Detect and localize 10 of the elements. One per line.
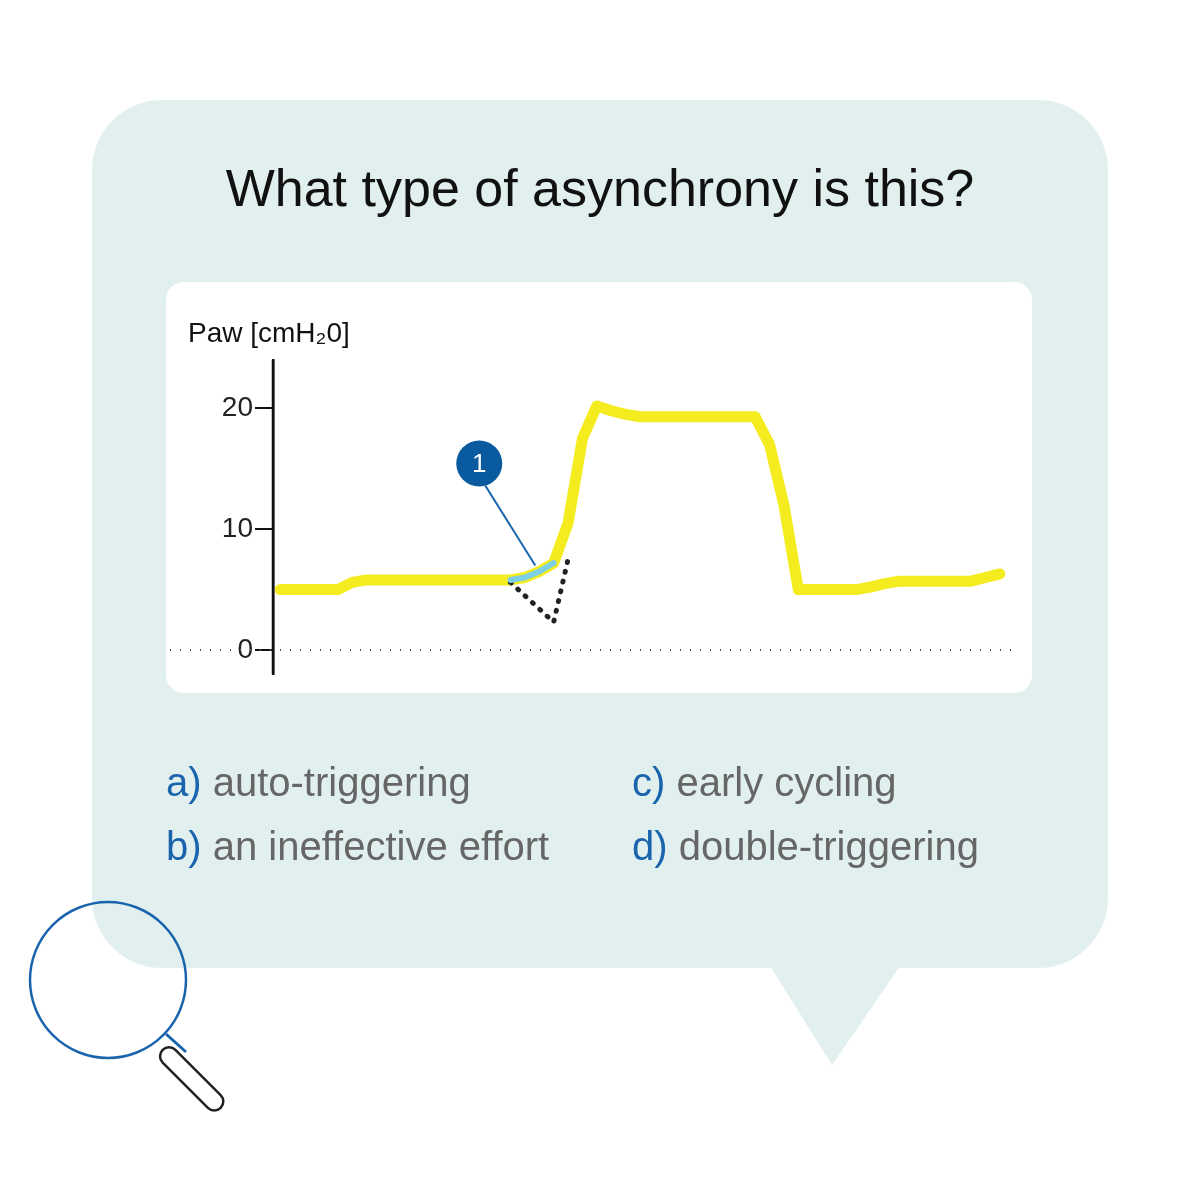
- y-tick-label: 10: [221, 511, 253, 543]
- y-tick-label: 20: [221, 391, 253, 423]
- chart-title: What type of asynchrony is this?: [224, 158, 976, 218]
- y-axis-title: Paw [cmH₂0]: [188, 317, 350, 348]
- text: d) double-triggering: [632, 824, 980, 870]
- text: c) early cycling: [632, 760, 898, 806]
- text: b) an ineffective effort: [166, 824, 551, 870]
- y-tick-label: 0: [237, 632, 253, 664]
- annotation: 1: [472, 447, 487, 478]
- text: a) auto-triggering: [166, 760, 472, 806]
